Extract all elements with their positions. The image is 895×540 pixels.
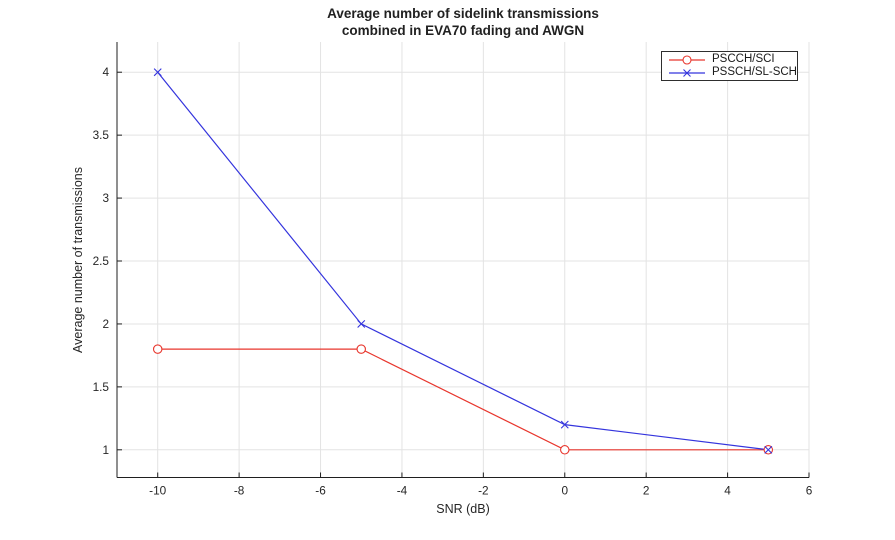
x-marker-icon <box>153 68 162 77</box>
series-line <box>157 71 769 451</box>
y-tick-label: 3 <box>102 191 109 205</box>
y-tick-label: 4 <box>102 65 109 79</box>
chart-title: Average number of sidelink transmissions… <box>117 6 809 39</box>
legend-line-x-icon <box>669 68 705 77</box>
y-tick-label: 1 <box>102 443 109 457</box>
circle-marker-icon <box>152 344 163 354</box>
x-tick-label: -2 <box>478 484 489 498</box>
circle-marker-icon <box>356 344 366 354</box>
x-marker-icon <box>764 445 773 454</box>
legend-line-circle-icon <box>669 54 705 65</box>
x-tick-label: 2 <box>643 484 650 498</box>
legend-label: PSSCH/SL-SCH <box>712 66 797 78</box>
x-tick-label: 4 <box>724 484 731 498</box>
circle-marker-icon <box>682 54 692 65</box>
y-tick-label: 2 <box>102 317 109 331</box>
chart-title-line-2: combined in EVA70 fading and AWGN <box>341 22 585 38</box>
x-tick-label: -10 <box>149 484 166 498</box>
chart-title-line-1: Average number of sidelink transmissions <box>327 6 599 21</box>
x-marker-icon <box>683 68 691 77</box>
circle-marker-icon <box>560 445 570 455</box>
x-axis-label: SNR (dB) <box>436 502 490 516</box>
legend-item-pssch-sl-sch: PSSCH/SL-SCH <box>662 66 797 79</box>
x-tick-label: -6 <box>315 484 326 498</box>
y-tick-label: 2.5 <box>93 254 110 268</box>
x-tick-label: 0 <box>561 484 568 498</box>
x-tick-label: -4 <box>397 484 408 498</box>
y-axis-label: Average number of transmissions <box>71 167 85 353</box>
x-tick-label: -8 <box>234 484 245 498</box>
legend-label: PSCCH/SCI <box>712 53 775 65</box>
y-tick-label: 3.5 <box>93 128 110 142</box>
y-tick-label: 1.5 <box>93 380 110 394</box>
series-line <box>157 348 769 451</box>
x-marker-icon <box>560 420 569 429</box>
legend: PSCCH/SCI PSSCH/SL-SCH <box>661 51 798 81</box>
x-tick-label: 6 <box>806 484 813 498</box>
legend-item-pscch-sci: PSCCH/SCI <box>662 53 797 66</box>
x-marker-icon <box>357 319 366 328</box>
